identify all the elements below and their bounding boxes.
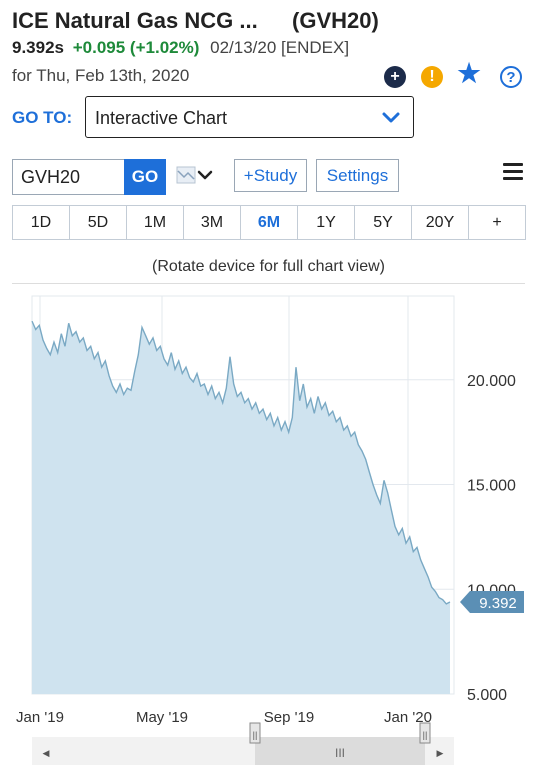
navigator-right-arrow[interactable]: ▶ [437,749,444,759]
navigator-left-handle[interactable] [249,722,261,744]
alert-icon[interactable]: ! [421,66,443,88]
range-button-1y[interactable]: 1Y [297,205,355,240]
instrument-symbol: (GVH20) [292,8,379,33]
help-icon[interactable]: ? [500,66,522,88]
chevron-down-icon [382,112,400,123]
x-tick-label: Jan '19 [16,709,64,726]
range-button-6m[interactable]: 6M [240,205,298,240]
navigator-right-handle[interactable] [419,722,431,744]
rotate-hint: (Rotate device for full chart view) [152,258,385,275]
range-selector: 1D 5D 1M 3M 6M 1Y 5Y 20Y + [12,205,526,240]
quote-date-exchange: 02/13/20 [ENDEX] [210,38,350,57]
x-tick-label: Jan '20 [384,709,432,726]
chevron-down-icon[interactable] [197,168,213,182]
hamburger-menu-icon[interactable] [503,163,523,181]
range-button-5y[interactable]: 5Y [354,205,412,240]
y-tick-label: 20.000 [467,373,516,390]
range-button-1d[interactable]: 1D [12,205,70,240]
quote-row: 9.392s +0.095 (+1.02%) 02/13/20 [ENDEX] [12,38,349,58]
range-button-3m[interactable]: 3M [183,205,241,240]
quote-for-date: for Thu, Feb 13th, 2020 [12,66,190,85]
x-tick-label: Sep '19 [264,709,314,726]
range-button-5d[interactable]: 5D [69,205,127,240]
chart-type-icon[interactable] [176,166,196,184]
goto-selected-value: Interactive Chart [95,108,228,128]
range-button-1m[interactable]: 1M [126,205,184,240]
price-chart-container[interactable]: 20.000 15.000 10.000 5.000 Jan '19 May '19 Sep… [12,283,525,770]
go-button[interactable]: GO [124,159,166,195]
y-tick-label: 15.000 [467,478,516,495]
title-row: ICE Natural Gas NCG ... (GVH20) [12,6,527,36]
plus-circle-icon[interactable]: + [384,66,406,88]
series-area [32,321,450,694]
last-price-label: 9.392 [479,595,517,612]
range-button-20y[interactable]: 20Y [411,205,469,240]
navigator-handle-grip: || [253,730,258,740]
instrument-name: ICE Natural Gas NCG ... [12,8,258,33]
last-price-tag [460,590,524,613]
symbol-input[interactable] [12,159,124,195]
navigator-left-arrow[interactable]: ◀ [43,749,50,759]
y-tick-label: 5.000 [467,687,507,704]
range-button-more[interactable]: + [468,205,526,240]
x-tick-label: May '19 [136,709,188,726]
settings-button[interactable]: Settings [316,159,399,192]
add-study-button[interactable]: +Study [234,159,307,192]
goto-select[interactable]: Interactive Chart [85,96,414,138]
last-price: 9.392s [12,38,64,57]
goto-label: GO TO: [12,108,73,127]
navigator-thumb[interactable] [255,737,425,765]
price-change: +0.095 (+1.02%) [72,38,200,57]
series-line [31,320,451,605]
navigator-grip: III [335,746,345,760]
navigator-handle-grip: || [423,730,428,740]
star-icon[interactable]: ★ [457,57,481,88]
